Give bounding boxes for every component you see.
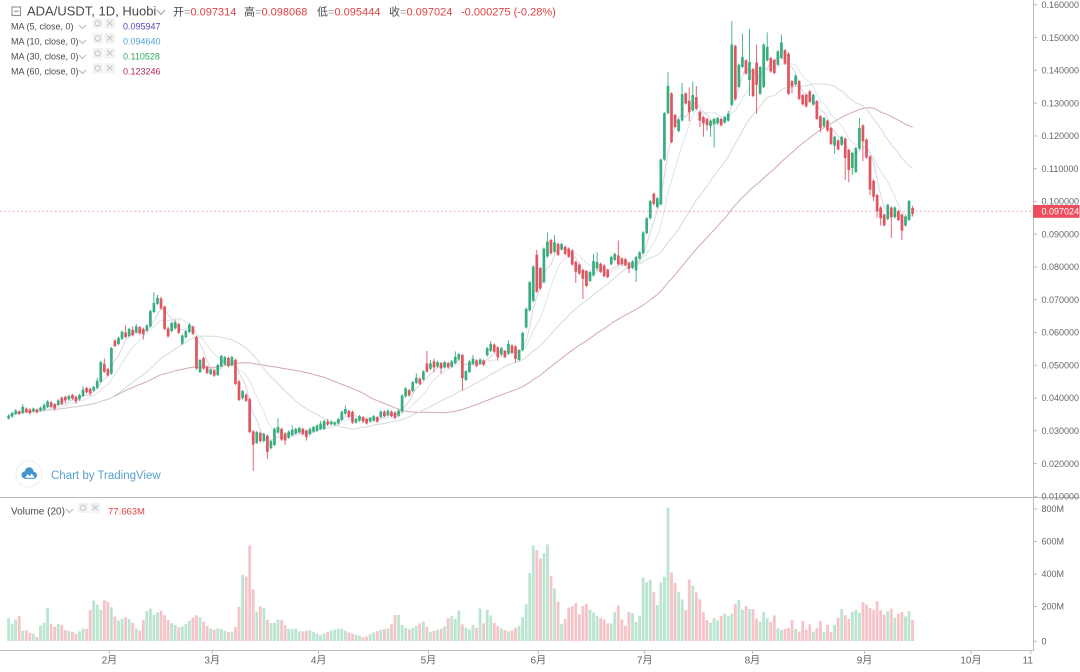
svg-text:0.030000: 0.030000 bbox=[1042, 426, 1080, 436]
svg-text:Volume (20): Volume (20) bbox=[11, 507, 65, 518]
svg-text:4月: 4月 bbox=[311, 655, 327, 667]
svg-text:0.070000: 0.070000 bbox=[1042, 295, 1080, 305]
svg-text:MA (10, close, 0): MA (10, close, 0) bbox=[11, 37, 79, 47]
svg-text:0.160000: 0.160000 bbox=[1042, 0, 1080, 10]
svg-text:600M: 600M bbox=[1042, 537, 1065, 547]
svg-text:ADA/USDT, 1D, Huobi: ADA/USDT, 1D, Huobi bbox=[27, 4, 156, 19]
svg-text:0.150000: 0.150000 bbox=[1042, 33, 1080, 43]
svg-text:0.097024: 0.097024 bbox=[1042, 207, 1080, 217]
svg-text:0.140000: 0.140000 bbox=[1042, 66, 1080, 76]
svg-text:0.020000: 0.020000 bbox=[1042, 459, 1080, 469]
svg-text:开=0.097314: 开=0.097314 bbox=[173, 7, 236, 19]
svg-text:5月: 5月 bbox=[421, 655, 437, 667]
svg-text:0.010000: 0.010000 bbox=[1042, 492, 1080, 502]
svg-text:0.120000: 0.120000 bbox=[1042, 131, 1080, 141]
svg-text:0.130000: 0.130000 bbox=[1042, 98, 1080, 108]
svg-text:11: 11 bbox=[1023, 656, 1034, 667]
svg-text:800M: 800M bbox=[1042, 504, 1065, 514]
svg-text:8月: 8月 bbox=[745, 655, 761, 667]
svg-text:0.123246: 0.123246 bbox=[123, 67, 161, 77]
svg-text:0.100000: 0.100000 bbox=[1042, 197, 1080, 207]
svg-text:MA (60, close, 0): MA (60, close, 0) bbox=[11, 67, 79, 77]
svg-text:0.110000: 0.110000 bbox=[1042, 164, 1079, 174]
svg-text:0: 0 bbox=[1042, 637, 1047, 647]
svg-text:0.050000: 0.050000 bbox=[1042, 361, 1080, 371]
svg-text:收=0.097024: 收=0.097024 bbox=[389, 5, 452, 19]
svg-text:0.094640: 0.094640 bbox=[123, 37, 161, 47]
svg-text:2月: 2月 bbox=[102, 655, 118, 667]
svg-text:0.110528: 0.110528 bbox=[123, 52, 160, 62]
svg-text:200M: 200M bbox=[1042, 602, 1065, 612]
svg-text:400M: 400M bbox=[1042, 569, 1065, 579]
svg-text:0.090000: 0.090000 bbox=[1042, 229, 1080, 239]
svg-text:MA (5, close, 0): MA (5, close, 0) bbox=[11, 22, 74, 32]
svg-text:7月: 7月 bbox=[637, 655, 653, 667]
svg-text:0.080000: 0.080000 bbox=[1042, 262, 1080, 272]
svg-text:0.040000: 0.040000 bbox=[1042, 393, 1080, 403]
svg-text:9月: 9月 bbox=[857, 655, 873, 667]
svg-text:低=0.095444: 低=0.095444 bbox=[317, 6, 380, 19]
svg-text:6月: 6月 bbox=[531, 655, 547, 667]
svg-text:MA (30, close, 0): MA (30, close, 0) bbox=[11, 52, 79, 62]
svg-text:-0.000275 (-0.28%): -0.000275 (-0.28%) bbox=[461, 7, 556, 19]
svg-text:77.663M: 77.663M bbox=[108, 507, 145, 518]
svg-text:高=0.098068: 高=0.098068 bbox=[244, 5, 307, 19]
svg-text:10月: 10月 bbox=[960, 655, 981, 667]
svg-text:3月: 3月 bbox=[204, 655, 220, 667]
svg-text:0.095947: 0.095947 bbox=[123, 22, 161, 32]
svg-text:0.060000: 0.060000 bbox=[1042, 328, 1080, 338]
svg-text:Chart by TradingView: Chart by TradingView bbox=[51, 470, 161, 482]
